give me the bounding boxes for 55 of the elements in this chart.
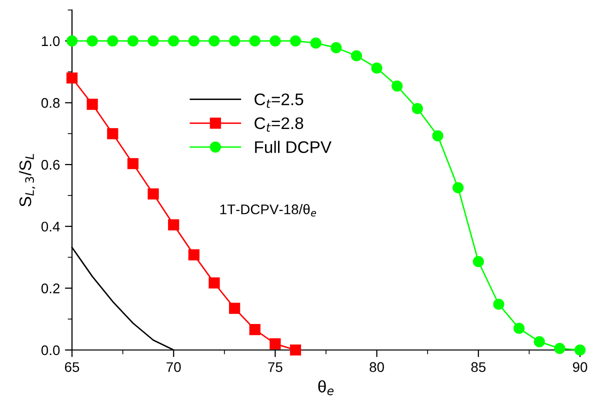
y-tick-label: 0.0 (41, 345, 60, 356)
y-tick-label: 1.0 (42, 36, 60, 46)
y-tick-label: 0.8 (41, 98, 60, 108)
point (534, 336, 545, 348)
point (270, 338, 281, 350)
point (107, 128, 118, 140)
x-axis-title: θ$_{e}$ (318, 380, 334, 396)
point (310, 38, 322, 49)
point (330, 42, 342, 54)
y-tick-label: 0.6 (41, 160, 60, 170)
y-axis-title: S$_{L,3}$/S$_{L}$ (19, 154, 36, 206)
x-tick-label: 75 (268, 362, 282, 372)
point (148, 188, 159, 200)
point (371, 62, 382, 74)
point (229, 302, 240, 314)
legend-label: Full DCPV (255, 140, 332, 154)
annotation: 1T-DCPV-18/θ$_{e}$ (220, 204, 316, 217)
point (249, 324, 260, 336)
point (412, 103, 423, 114)
point (168, 35, 180, 46)
y-tick-label: 0.4 (41, 222, 60, 232)
point (66, 35, 78, 46)
point (392, 80, 403, 92)
point (148, 35, 159, 46)
point (290, 35, 302, 46)
y-tick-label: 0.2 (41, 284, 60, 294)
point (290, 344, 302, 356)
point (188, 35, 200, 46)
point (452, 182, 464, 194)
x-tick-label: 65 (64, 362, 80, 372)
point (513, 322, 525, 334)
point (432, 130, 444, 142)
point (107, 35, 118, 46)
point (208, 277, 220, 288)
point (86, 98, 98, 110)
point (127, 35, 139, 46)
point (249, 35, 260, 46)
point (472, 256, 484, 268)
point (493, 298, 504, 310)
x-tick-label: 85 (471, 362, 486, 372)
point (66, 72, 78, 84)
point (188, 249, 200, 260)
point (86, 35, 98, 46)
legend-label: C$_{t}$=2.8 (254, 117, 304, 132)
point (127, 158, 139, 170)
point (554, 342, 566, 354)
point (168, 219, 180, 230)
point (208, 35, 220, 46)
legend-label: C$_{t}$=2.5 (254, 93, 304, 108)
point (350, 50, 362, 62)
point (229, 35, 240, 46)
x-tick-label: 80 (370, 362, 384, 372)
point (270, 35, 281, 46)
x-tick-label: 70 (166, 362, 181, 372)
x-tick-label: 90 (572, 362, 588, 372)
